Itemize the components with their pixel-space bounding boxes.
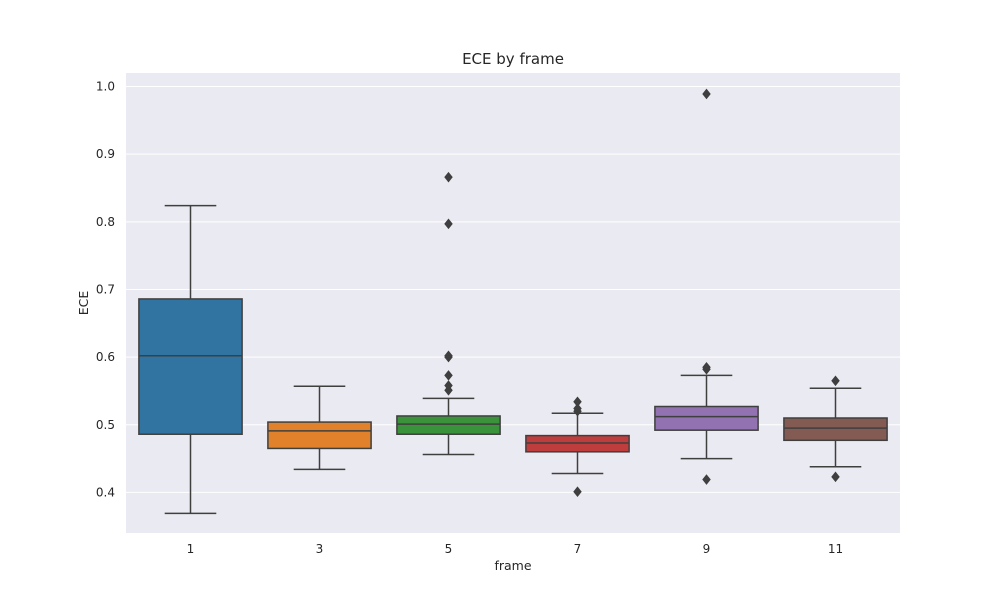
outlier-point: [831, 375, 840, 387]
box-group-frame-5: [396, 171, 501, 456]
outlier-point: [444, 380, 453, 391]
y-tick-labels: 0.4 0.5 0.6 0.7 0.8 0.9 1.0: [96, 80, 115, 500]
boxes: [138, 88, 888, 515]
y-tick-label: 0.8: [96, 215, 115, 229]
plot-area: [126, 73, 900, 533]
x-tick-label: 7: [574, 542, 582, 556]
outlier-point: [831, 471, 840, 483]
box-group-frame-3: [267, 385, 372, 471]
y-tick-label: 1.0: [96, 80, 115, 94]
y-tick-label: 0.5: [96, 418, 115, 432]
outlier-point: [573, 396, 582, 408]
outlier-point: [444, 350, 453, 362]
outlier-point: [444, 171, 453, 183]
outlier-point: [702, 88, 711, 100]
y-tick-label: 0.7: [96, 282, 115, 296]
box-group-frame-11: [783, 375, 888, 483]
x-tick-label: 3: [316, 542, 324, 556]
x-tick-label: 9: [703, 542, 711, 556]
outlier-point: [573, 486, 582, 498]
iqr-box: [138, 298, 243, 435]
x-tick-label: 11: [828, 542, 843, 556]
x-tick-label: 5: [445, 542, 453, 556]
outlier-point: [702, 474, 711, 485]
iqr-box: [783, 417, 888, 442]
box-group-frame-1: [138, 204, 243, 515]
iqr-box: [396, 415, 501, 435]
outlier-point: [444, 218, 453, 230]
x-tick-label: 1: [187, 542, 195, 556]
y-tick-label: 0.6: [96, 350, 115, 364]
x-tick-labels: 1 3 5 7 9 11: [187, 542, 843, 556]
y-tick-label: 0.9: [96, 147, 115, 161]
y-tick-label: 0.4: [96, 485, 115, 499]
outlier-point: [444, 370, 453, 381]
iqr-box: [654, 405, 759, 431]
x-axis-label: frame: [494, 558, 531, 573]
gridlines: [126, 86, 900, 493]
chart-title: ECE by frame: [462, 50, 564, 68]
y-axis-label: ECE: [76, 291, 91, 316]
iqr-box: [267, 421, 372, 450]
box-group-frame-7: [525, 396, 630, 498]
box-group-frame-9: [654, 88, 759, 485]
outlier-point: [702, 361, 711, 373]
outlier-point: [573, 403, 582, 414]
